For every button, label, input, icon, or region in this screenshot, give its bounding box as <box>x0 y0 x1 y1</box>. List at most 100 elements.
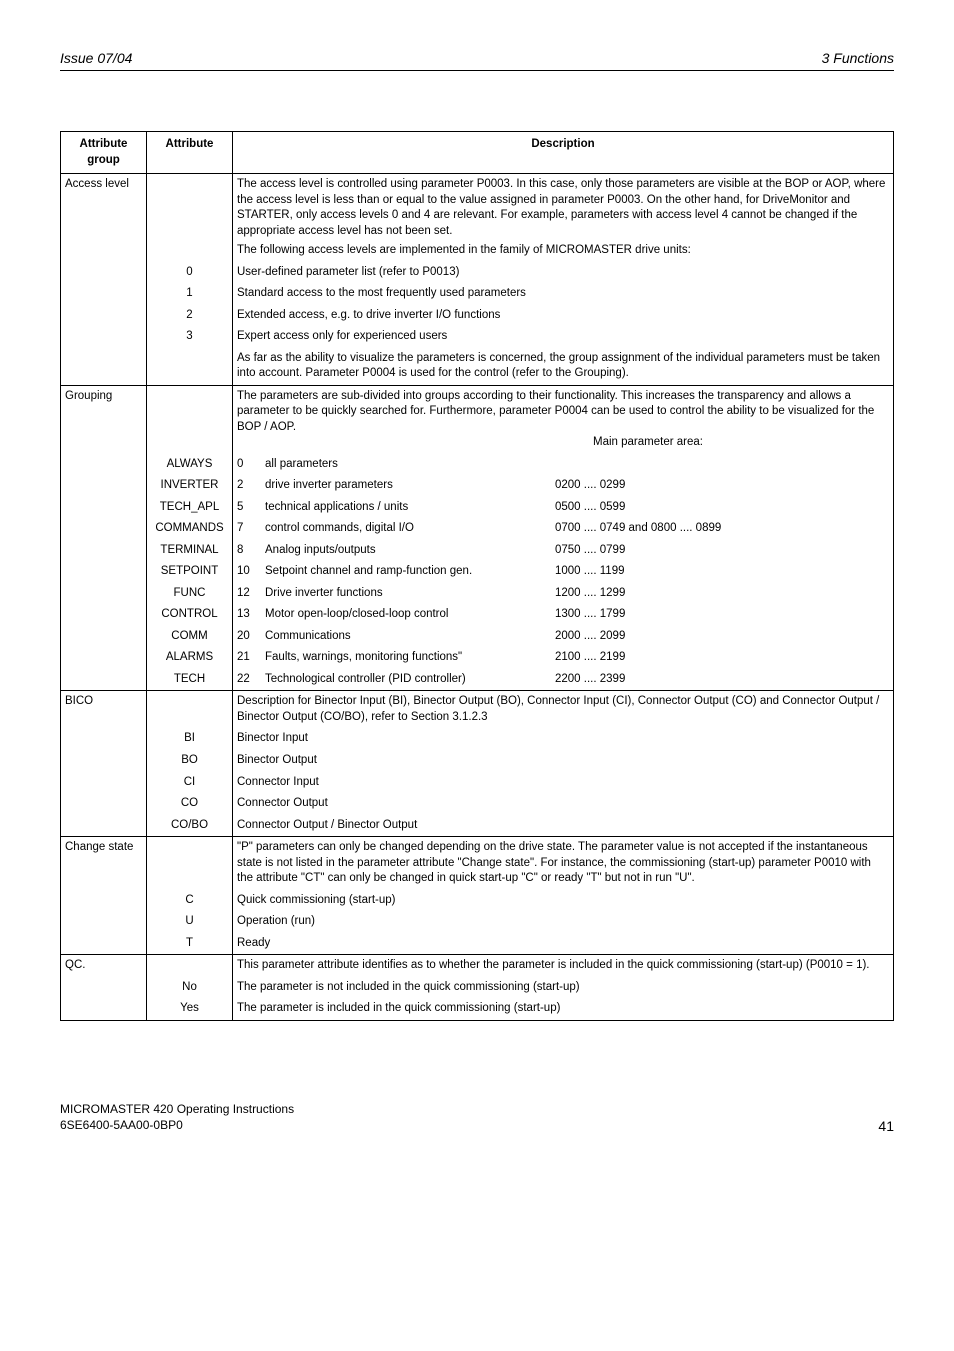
table-row: INVERTER 2drive inverter parameters0200 … <box>61 475 894 497</box>
attr-cell: C <box>147 890 233 912</box>
table-row: CQuick commissioning (start-up) <box>61 890 894 912</box>
table-row: UOperation (run) <box>61 911 894 933</box>
page-header: Issue 07/04 3 Functions <box>60 50 894 71</box>
table-row: 0 User-defined parameter list (refer to … <box>61 262 894 284</box>
desc-cell: 10Setpoint channel and ramp-function gen… <box>233 561 894 583</box>
attr-cell: T <box>147 933 233 955</box>
desc-cell: Description for Binector Input (BI), Bin… <box>233 691 894 729</box>
desc-cell: 22Technological controller (PID controll… <box>233 669 894 691</box>
table-row: Change state "P" parameters can only be … <box>61 837 894 890</box>
table-row: CONTROL 13Motor open-loop/closed-loop co… <box>61 604 894 626</box>
attr-cell: TECH_APL <box>147 497 233 519</box>
desc-cell: 12Drive inverter functions1200 .... 1299 <box>233 583 894 605</box>
footer-left: MICROMASTER 420 Operating Instructions 6… <box>60 1101 294 1135</box>
attr-cell: 2 <box>147 305 233 327</box>
desc-cell: Binector Output <box>233 750 894 772</box>
group-label <box>61 262 147 284</box>
desc-cell: 8Analog inputs/outputs0750 .... 0799 <box>233 540 894 562</box>
table-row: COMMANDS 7control commands, digital I/O0… <box>61 518 894 540</box>
group-label: Grouping <box>61 385 147 454</box>
desc-cell: 7control commands, digital I/O0700 .... … <box>233 518 894 540</box>
attr-cell: TERMINAL <box>147 540 233 562</box>
table-row: SETPOINT 10Setpoint channel and ramp-fun… <box>61 561 894 583</box>
desc-cell: Expert access only for experienced users <box>233 326 894 348</box>
table-row: QC. This parameter attribute identifies … <box>61 955 894 977</box>
desc-cell: Connector Input <box>233 772 894 794</box>
table-row: 3 Expert access only for experienced use… <box>61 326 894 348</box>
attr-cell: U <box>147 911 233 933</box>
table-row: FUNC 12Drive inverter functions1200 ....… <box>61 583 894 605</box>
page-footer: MICROMASTER 420 Operating Instructions 6… <box>60 1101 894 1135</box>
footer-line1: MICROMASTER 420 Operating Instructions <box>60 1101 294 1118</box>
header-left: Issue 07/04 <box>60 50 132 66</box>
desc-cell: 21Faults, warnings, monitoring functions… <box>233 647 894 669</box>
table-row: BOBinector Output <box>61 750 894 772</box>
th-description: Description <box>233 132 894 174</box>
group-label <box>61 283 147 305</box>
table-row: BIBinector Input <box>61 728 894 750</box>
table-row: CO/BOConnector Output / Binector Output <box>61 815 894 837</box>
attr-cell: INVERTER <box>147 475 233 497</box>
desc-text: The access level is controlled using par… <box>237 177 889 239</box>
attr-cell: BO <box>147 750 233 772</box>
attr-cell: ALARMS <box>147 647 233 669</box>
attr-cell: COMMANDS <box>147 518 233 540</box>
group-label: QC. <box>61 955 147 977</box>
desc-cell: User-defined parameter list (refer to P0… <box>233 262 894 284</box>
desc-cell: 2drive inverter parameters0200 .... 0299 <box>233 475 894 497</box>
attr-cell: Yes <box>147 998 233 1020</box>
desc-cell: "P" parameters can only be changed depen… <box>233 837 894 890</box>
table-row: TReady <box>61 933 894 955</box>
attr-cell: ALWAYS <box>147 454 233 476</box>
desc-cell: Extended access, e.g. to drive inverter … <box>233 305 894 327</box>
desc-cell: The parameters are sub-divided into grou… <box>233 385 894 454</box>
table-header-row: Attribute group Attribute Description <box>61 132 894 174</box>
table-row: CIConnector Input <box>61 772 894 794</box>
attr-cell <box>147 691 233 729</box>
desc-cell: 0all parameters <box>233 454 894 476</box>
attr-cell: CONTROL <box>147 604 233 626</box>
table-row: Access level The access level is control… <box>61 174 894 262</box>
table-row: NoThe parameter is not included in the q… <box>61 977 894 999</box>
desc-cell: The access level is controlled using par… <box>233 174 894 262</box>
attribute-table: Attribute group Attribute Description Ac… <box>60 131 894 1021</box>
attr-cell: BI <box>147 728 233 750</box>
desc-cell: Quick commissioning (start-up) <box>233 890 894 912</box>
desc-cell: As far as the ability to visualize the p… <box>233 348 894 386</box>
attr-cell: 0 <box>147 262 233 284</box>
attr-cell: TECH <box>147 669 233 691</box>
attr-cell <box>147 955 233 977</box>
attr-cell: CO/BO <box>147 815 233 837</box>
group-label: Access level <box>61 174 147 262</box>
table-row: TERMINAL 8Analog inputs/outputs0750 ....… <box>61 540 894 562</box>
table-row: COConnector Output <box>61 793 894 815</box>
table-row: 1 Standard access to the most frequently… <box>61 283 894 305</box>
group-label <box>61 348 147 386</box>
group-label <box>61 326 147 348</box>
desc-cell: The parameter is not included in the qui… <box>233 977 894 999</box>
table-row: COMM 20Communications2000 .... 2099 <box>61 626 894 648</box>
attr-cell: No <box>147 977 233 999</box>
attr-cell <box>147 385 233 454</box>
desc-cell: 20Communications2000 .... 2099 <box>233 626 894 648</box>
page-number: 41 <box>878 1118 894 1134</box>
desc-cell: Binector Input <box>233 728 894 750</box>
attr-cell <box>147 837 233 890</box>
param-area-label: Main parameter area: <box>237 435 889 451</box>
attr-cell <box>147 174 233 262</box>
footer-line2: 6SE6400-5AA00-0BP0 <box>60 1117 294 1134</box>
table-row: As far as the ability to visualize the p… <box>61 348 894 386</box>
desc-cell: 5technical applications / units0500 ....… <box>233 497 894 519</box>
attr-cell: SETPOINT <box>147 561 233 583</box>
group-label: Change state <box>61 837 147 890</box>
table-row: ALARMS 21Faults, warnings, monitoring fu… <box>61 647 894 669</box>
attr-cell: COMM <box>147 626 233 648</box>
attr-cell: CI <box>147 772 233 794</box>
table-row: YesThe parameter is included in the quic… <box>61 998 894 1020</box>
desc-text: The parameters are sub-divided into grou… <box>237 389 889 436</box>
group-label <box>61 305 147 327</box>
table-row: TECH 22Technological controller (PID con… <box>61 669 894 691</box>
desc-cell: Ready <box>233 933 894 955</box>
attr-cell: CO <box>147 793 233 815</box>
th-group: Attribute group <box>61 132 147 174</box>
